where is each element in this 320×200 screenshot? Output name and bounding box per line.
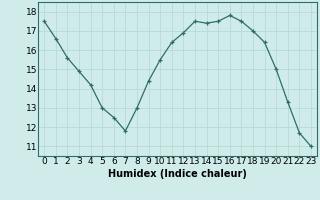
X-axis label: Humidex (Indice chaleur): Humidex (Indice chaleur) — [108, 169, 247, 179]
